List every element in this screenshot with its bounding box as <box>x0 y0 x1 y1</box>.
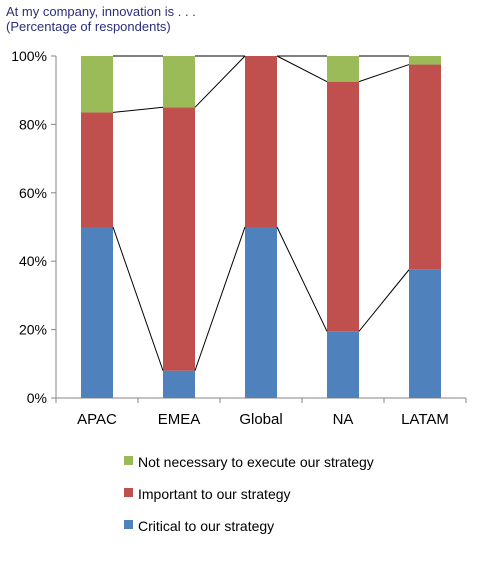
y-tick-label: 80% <box>19 116 47 132</box>
bar-na-series-1 <box>327 331 359 398</box>
bar-na-series-2 <box>327 81 359 332</box>
x-category-label: Global <box>239 411 282 428</box>
bar-emea-series-3 <box>163 56 195 108</box>
bar-emea-series-1 <box>163 370 195 398</box>
x-category-label: APAC <box>77 411 117 428</box>
x-category-label: EMEA <box>158 411 201 428</box>
series-line-1 <box>194 226 246 371</box>
chart-title: At my company, innovation is . . . <box>6 4 196 19</box>
legend-swatch-not-necessary <box>124 456 133 465</box>
y-tick-label: 0% <box>27 390 47 406</box>
y-tick-label: 100% <box>11 48 47 64</box>
legend-swatch-important <box>124 488 133 497</box>
y-tick-label: 40% <box>19 253 47 269</box>
legend-item-critical: Critical to our strategy <box>124 516 464 536</box>
y-tick-label: 60% <box>19 185 47 201</box>
bar-apac-series-3 <box>81 56 113 113</box>
legend-label-important: Important to our strategy <box>138 486 291 502</box>
bar-latam-series-1 <box>409 269 441 398</box>
bar-latam-series-3 <box>409 56 441 65</box>
series-line-2 <box>358 64 410 83</box>
bar-global-series-2 <box>245 56 277 227</box>
bar-na-series-3 <box>327 56 359 82</box>
series-line-1 <box>358 269 410 332</box>
series-line-2 <box>194 55 246 108</box>
legend-swatch-critical <box>124 520 133 529</box>
stacked-bar-chart: 0% 20% 40% 60% 80% 100% APAC EMEA Global NA LATAM <box>11 48 467 428</box>
legend-item-not-necessary: Not necessary to execute our strategy <box>124 452 464 472</box>
series-line-1 <box>276 226 328 332</box>
bar-apac-series-1 <box>81 227 113 398</box>
legend-item-important: Important to our strategy <box>124 484 464 504</box>
chart-subtitle: (Percentage of respondents) <box>6 19 171 34</box>
bar-apac-series-2 <box>81 112 113 227</box>
x-category-label: NA <box>333 411 354 428</box>
legend: Not necessary to execute our strategy Im… <box>124 452 464 548</box>
series-line-2 <box>276 55 328 83</box>
series-line-2 <box>112 106 164 113</box>
x-category-label: LATAM <box>401 411 449 428</box>
series-line-1 <box>112 226 164 371</box>
legend-label-not-necessary: Not necessary to execute our strategy <box>138 454 374 470</box>
chart-title-block: At my company, innovation is . . . (Perc… <box>6 4 196 34</box>
y-tick-label: 20% <box>19 322 47 338</box>
bar-latam-series-2 <box>409 64 441 270</box>
legend-label-critical: Critical to our strategy <box>138 518 275 534</box>
bar-global-series-1 <box>245 227 277 398</box>
bar-emea-series-2 <box>163 107 195 371</box>
